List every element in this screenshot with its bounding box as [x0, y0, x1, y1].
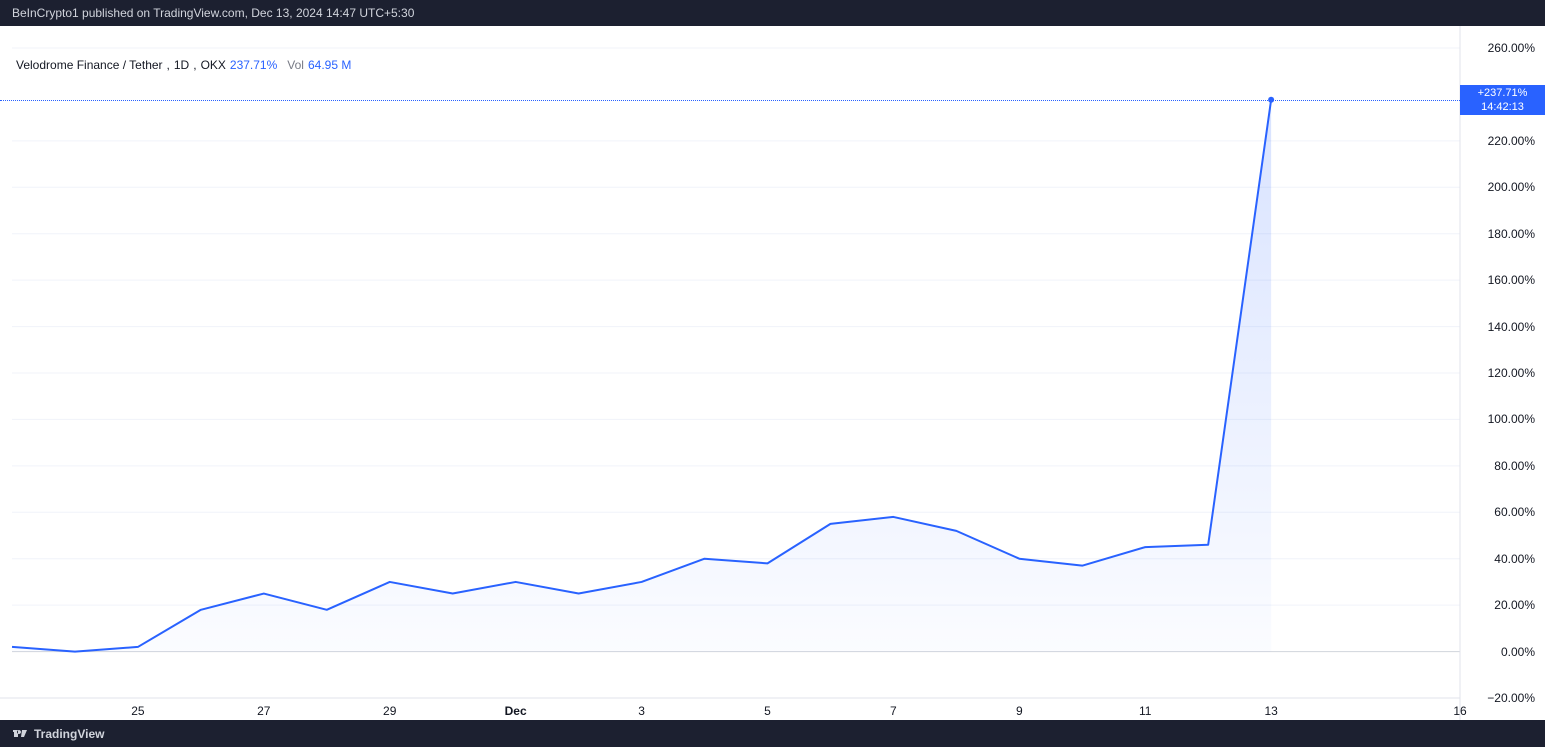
price-tag-main: +237.71% — [1466, 86, 1539, 100]
y-axis-tick-label: 60.00% — [1494, 505, 1535, 519]
publish-text: BeInCrypto1 published on TradingView.com… — [12, 6, 414, 20]
area-fill — [12, 100, 1271, 652]
x-axis-tick-label: 25 — [131, 704, 144, 718]
current-price-tag: +237.71% 14:42:13 — [1460, 85, 1545, 115]
y-axis-tick-label: 100.00% — [1488, 412, 1535, 426]
price-tag-time: 14:42:13 — [1466, 100, 1539, 114]
current-price-line — [0, 100, 1460, 101]
x-axis-tick-label: 9 — [1016, 704, 1023, 718]
y-axis-tick-label: 80.00% — [1494, 459, 1535, 473]
y-axis-tick-label: 140.00% — [1488, 320, 1535, 334]
tradingview-logo-icon — [12, 726, 28, 741]
y-axis-tick-label: 260.00% — [1488, 41, 1535, 55]
publish-banner: BeInCrypto1 published on TradingView.com… — [0, 0, 1545, 26]
y-axis-tick-label: 20.00% — [1494, 598, 1535, 612]
x-axis-tick-label: 7 — [890, 704, 897, 718]
x-axis-tick-label: 27 — [257, 704, 270, 718]
y-axis-tick-label: 220.00% — [1488, 134, 1535, 148]
y-axis-tick-label: 200.00% — [1488, 180, 1535, 194]
chart-svg[interactable] — [0, 26, 1545, 720]
y-axis-tick-label: 0.00% — [1501, 645, 1535, 659]
y-axis-tick-label: 160.00% — [1488, 273, 1535, 287]
x-axis-tick-label: Dec — [505, 704, 527, 718]
y-axis-tick-label: 40.00% — [1494, 552, 1535, 566]
footer-brand: TradingView — [34, 727, 104, 741]
x-axis-tick-label: 16 — [1453, 704, 1466, 718]
x-axis-tick-label: 3 — [638, 704, 645, 718]
x-axis-tick-label: 11 — [1139, 704, 1151, 718]
chart-container[interactable]: Velodrome Finance / Tether, 1D, OKX 237.… — [0, 26, 1545, 720]
y-axis-tick-label: 180.00% — [1488, 227, 1535, 241]
y-axis-tick-label: −20.00% — [1487, 691, 1535, 705]
x-axis-tick-label: 13 — [1264, 704, 1277, 718]
y-axis-tick-label: 120.00% — [1488, 366, 1535, 380]
x-axis-tick-label: 29 — [383, 704, 396, 718]
x-axis-tick-label: 5 — [764, 704, 771, 718]
footer-bar: TradingView — [0, 720, 1545, 747]
